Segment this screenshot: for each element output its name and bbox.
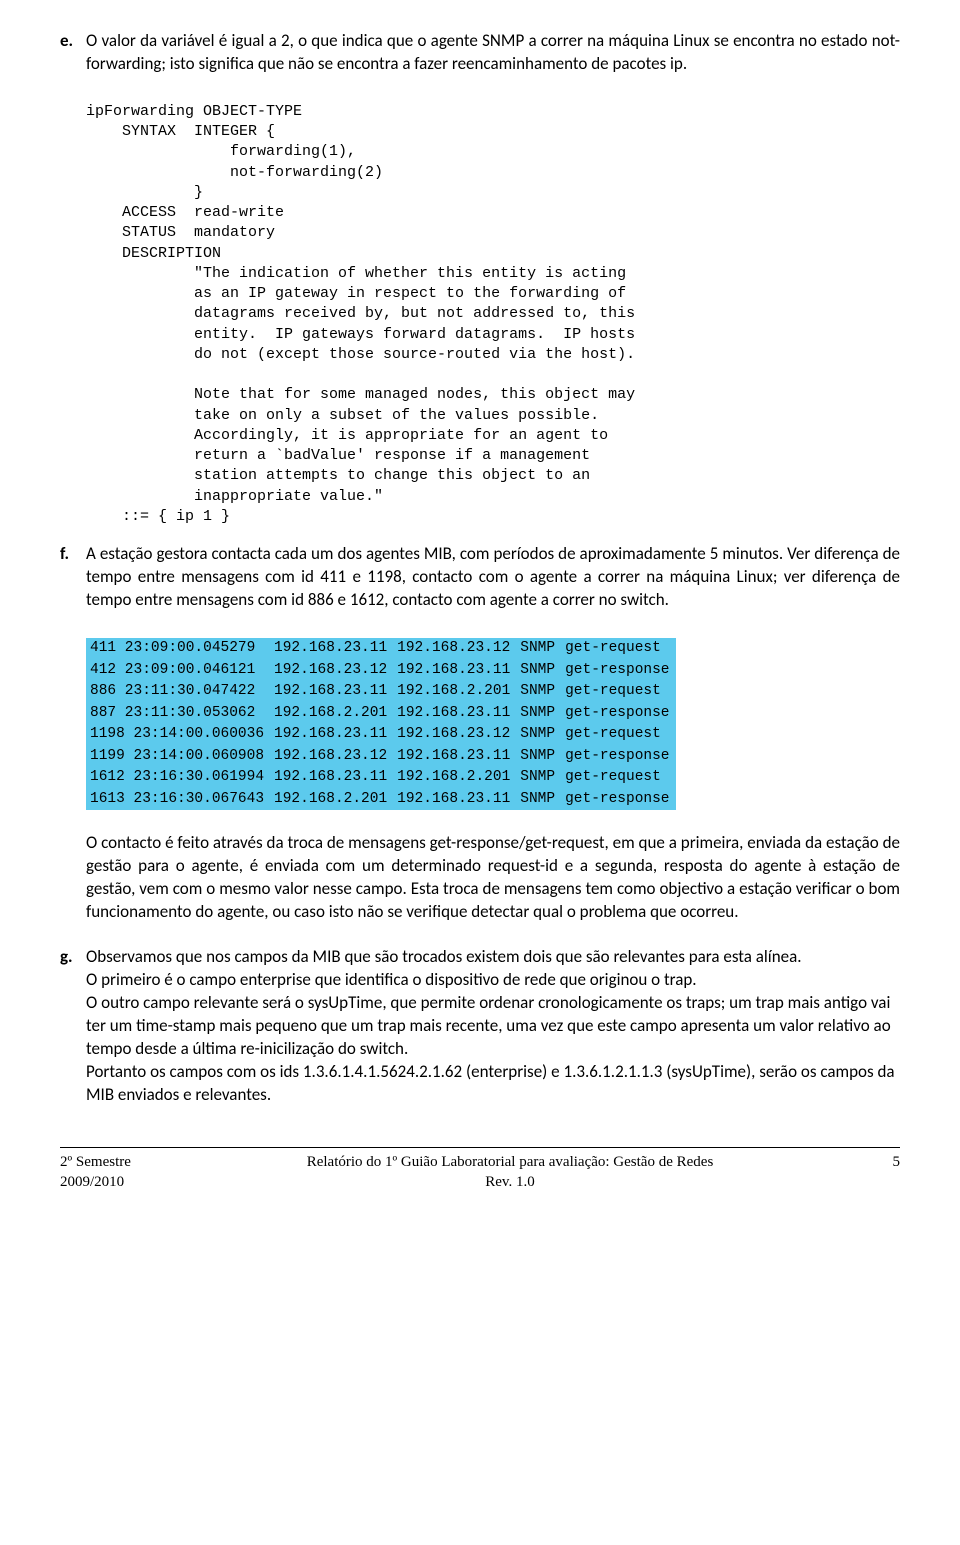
code-line: do not (except those source-routed via t… bbox=[86, 346, 635, 363]
footer-pagenum: 5 bbox=[850, 1152, 900, 1172]
table-cell: 192.168.23.11 bbox=[270, 681, 393, 703]
table-cell: get-response bbox=[561, 660, 675, 682]
table-row: 1198 23:14:00.060036192.168.23.11192.168… bbox=[86, 724, 676, 746]
code-line: entity. IP gateways forward datagrams. I… bbox=[86, 326, 635, 343]
para-g4: Portanto os campos com os ids 1.3.6.1.4.… bbox=[86, 1061, 900, 1107]
table-cell: 192.168.2.201 bbox=[270, 703, 393, 725]
packet-capture-table: 411 23:09:00.045279192.168.23.11192.168.… bbox=[86, 638, 900, 811]
code-line: ipForwarding OBJECT-TYPE bbox=[86, 103, 302, 120]
item-marker-g: g. bbox=[60, 946, 86, 1107]
code-line: Note that for some managed nodes, this o… bbox=[86, 386, 635, 403]
table-cell: get-response bbox=[561, 746, 675, 768]
table-cell: 887 23:11:30.053062 bbox=[86, 703, 270, 725]
table-cell: 1613 23:16:30.067643 bbox=[86, 789, 270, 811]
table-cell: get-request bbox=[561, 681, 675, 703]
item-marker-f: f. bbox=[60, 543, 86, 626]
table-cell: 1612 23:16:30.061994 bbox=[86, 767, 270, 789]
table-cell: 192.168.23.11 bbox=[393, 746, 516, 768]
table-cell: SNMP bbox=[516, 746, 561, 768]
table-cell: SNMP bbox=[516, 703, 561, 725]
spacer bbox=[60, 832, 86, 938]
list-item-f: f. A estação gestora contacta cada um do… bbox=[60, 543, 900, 626]
table-cell: 192.168.23.12 bbox=[270, 746, 393, 768]
packet-table: 411 23:09:00.045279192.168.23.11192.168.… bbox=[86, 638, 676, 811]
footer-center: Relatório do 1º Guião Laboratorial para … bbox=[170, 1152, 850, 1193]
footer-year: 2009/2010 bbox=[60, 1172, 170, 1192]
para-g3: O outro campo relevante será o sysUpTime… bbox=[86, 992, 900, 1061]
table-row: 887 23:11:30.053062192.168.2.201192.168.… bbox=[86, 703, 676, 725]
code-line: as an IP gateway in respect to the forwa… bbox=[86, 285, 626, 302]
para-g1: Observamos que nos campos da MIB que são… bbox=[86, 946, 900, 969]
list-item-e: e. O valor da variável é igual a 2, o qu… bbox=[60, 30, 900, 90]
footer-semester: 2º Semestre bbox=[60, 1152, 170, 1172]
code-line: take on only a subset of the values poss… bbox=[86, 407, 599, 424]
code-line: } bbox=[86, 184, 203, 201]
para-f: A estação gestora contacta cada um dos a… bbox=[86, 543, 900, 612]
table-cell: 192.168.2.201 bbox=[270, 789, 393, 811]
table-cell: 192.168.23.11 bbox=[270, 638, 393, 660]
table-cell: 1199 23:14:00.060908 bbox=[86, 746, 270, 768]
table-row: 1199 23:14:00.060908192.168.23.12192.168… bbox=[86, 746, 676, 768]
footer-title: Relatório do 1º Guião Laboratorial para … bbox=[170, 1152, 850, 1172]
code-line: STATUS mandatory bbox=[86, 224, 275, 241]
table-cell: 192.168.23.11 bbox=[270, 767, 393, 789]
table-cell: 412 23:09:00.046121 bbox=[86, 660, 270, 682]
table-cell: 192.168.23.11 bbox=[393, 660, 516, 682]
code-line: "The indication of whether this entity i… bbox=[86, 265, 626, 282]
table-row: 411 23:09:00.045279192.168.23.11192.168.… bbox=[86, 638, 676, 660]
explain-block-f: O contacto é feito através da troca de m… bbox=[60, 832, 900, 938]
code-line: station attempts to change this object t… bbox=[86, 467, 590, 484]
code-line: not-forwarding(2) bbox=[86, 164, 383, 181]
item-marker-e: e. bbox=[60, 30, 86, 90]
item-body-g: Observamos que nos campos da MIB que são… bbox=[86, 946, 900, 1107]
code-line: SYNTAX INTEGER { bbox=[86, 123, 275, 140]
table-cell: get-request bbox=[561, 724, 675, 746]
table-cell: 192.168.23.12 bbox=[393, 638, 516, 660]
footer-divider bbox=[60, 1147, 900, 1150]
code-line: ::= { ip 1 } bbox=[86, 508, 230, 525]
para-e: O valor da variável é igual a 2, o que i… bbox=[86, 30, 900, 76]
table-row: 412 23:09:00.046121192.168.23.12192.168.… bbox=[86, 660, 676, 682]
code-line: return a `badValue' response if a manage… bbox=[86, 447, 590, 464]
table-cell: SNMP bbox=[516, 660, 561, 682]
para-explain-f: O contacto é feito através da troca de m… bbox=[86, 832, 900, 924]
table-cell: 1198 23:14:00.060036 bbox=[86, 724, 270, 746]
item-body-e: O valor da variável é igual a 2, o que i… bbox=[86, 30, 900, 90]
table-cell: 192.168.23.12 bbox=[393, 724, 516, 746]
code-line: DESCRIPTION bbox=[86, 245, 221, 262]
mib-code-block: ipForwarding OBJECT-TYPE SYNTAX INTEGER … bbox=[86, 102, 900, 527]
table-cell: SNMP bbox=[516, 681, 561, 703]
table-cell: 192.168.23.11 bbox=[393, 703, 516, 725]
footer-left: 2º Semestre 2009/2010 bbox=[60, 1152, 170, 1193]
para-g2: O primeiro é o campo enterprise que iden… bbox=[86, 969, 900, 992]
table-row: 1612 23:16:30.061994192.168.23.11192.168… bbox=[86, 767, 676, 789]
table-row: 1613 23:16:30.067643192.168.2.201192.168… bbox=[86, 789, 676, 811]
code-line: inappropriate value." bbox=[86, 488, 383, 505]
table-cell: 192.168.23.12 bbox=[270, 660, 393, 682]
code-line: datagrams received by, but not addressed… bbox=[86, 305, 635, 322]
table-cell: get-request bbox=[561, 767, 675, 789]
table-cell: SNMP bbox=[516, 767, 561, 789]
explain-body-f: O contacto é feito através da troca de m… bbox=[86, 832, 900, 938]
table-cell: get-response bbox=[561, 789, 675, 811]
footer-rev: Rev. 1.0 bbox=[170, 1172, 850, 1192]
table-cell: 192.168.23.11 bbox=[393, 789, 516, 811]
table-cell: SNMP bbox=[516, 789, 561, 811]
code-line: ACCESS read-write bbox=[86, 204, 284, 221]
table-cell: SNMP bbox=[516, 638, 561, 660]
table-cell: 411 23:09:00.045279 bbox=[86, 638, 270, 660]
table-cell: 192.168.2.201 bbox=[393, 681, 516, 703]
table-cell: 886 23:11:30.047422 bbox=[86, 681, 270, 703]
code-line: Accordingly, it is appropriate for an ag… bbox=[86, 427, 608, 444]
item-body-f: A estação gestora contacta cada um dos a… bbox=[86, 543, 900, 626]
table-cell: get-response bbox=[561, 703, 675, 725]
table-cell: SNMP bbox=[516, 724, 561, 746]
table-row: 886 23:11:30.047422192.168.23.11192.168.… bbox=[86, 681, 676, 703]
table-cell: 192.168.23.11 bbox=[270, 724, 393, 746]
page-footer: 2º Semestre 2009/2010 Relatório do 1º Gu… bbox=[60, 1152, 900, 1193]
table-cell: get-request bbox=[561, 638, 675, 660]
code-line: forwarding(1), bbox=[86, 143, 356, 160]
list-item-g: g. Observamos que nos campos da MIB que … bbox=[60, 946, 900, 1107]
table-cell: 192.168.2.201 bbox=[393, 767, 516, 789]
